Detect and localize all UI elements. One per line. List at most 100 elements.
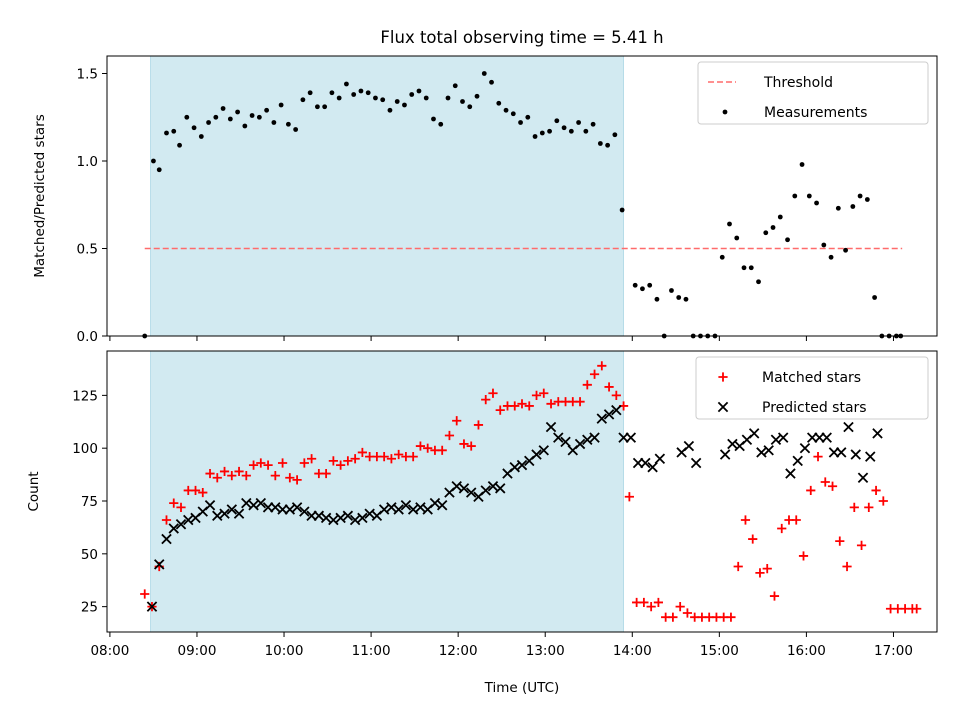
- legend-box: [697, 61, 929, 125]
- legend-label: Predicted stars: [762, 400, 867, 416]
- matched-star-point: [546, 399, 556, 409]
- measurement-point: [235, 109, 240, 115]
- matched-star-point: [531, 390, 542, 400]
- matched-star-point: [653, 597, 663, 608]
- measurement-point: [164, 130, 169, 136]
- predicted-star-point: [647, 461, 658, 473]
- matched-star-point: [379, 452, 389, 462]
- predicted-star-point: [299, 506, 310, 517]
- predicted-star-point: [756, 447, 767, 458]
- axes-frame: [106, 55, 938, 337]
- measurement-point: [799, 162, 805, 167]
- matched-star-point: [437, 445, 447, 455]
- measurement-point: [220, 106, 226, 111]
- matched-star-point: [539, 388, 549, 398]
- x-tick-label: 15:00: [700, 643, 739, 659]
- legend-swatch: [717, 401, 729, 413]
- predicted-star-point: [451, 480, 462, 492]
- matched-star-point: [176, 502, 186, 512]
- predicted-star-point: [161, 533, 172, 545]
- predicted-star-point: [821, 432, 832, 443]
- measurement-point: [206, 120, 211, 125]
- measurement-point: [632, 282, 638, 288]
- predicted-star-point: [799, 442, 811, 454]
- measurement-point: [171, 128, 177, 134]
- measurement-point: [741, 265, 747, 271]
- predicted-star-point: [328, 514, 339, 526]
- measurement-point: [857, 193, 863, 199]
- count-panel: 25 50 75 100 125 Count Matched stars Predicted …: [26, 350, 938, 637]
- matched-star-point: [798, 551, 809, 561]
- measurement-point: [850, 204, 856, 209]
- predicted-star-point: [248, 499, 259, 511]
- measurement-point: [821, 242, 827, 248]
- predicted-star-point: [560, 436, 571, 448]
- x-tick-label: 09:00: [178, 643, 217, 659]
- measurement-point: [322, 104, 328, 110]
- predicted-star-point: [538, 445, 550, 456]
- measurement-point: [864, 197, 870, 202]
- measurement-point: [518, 120, 523, 125]
- measurement-point: [489, 79, 494, 85]
- observing-window: [150, 55, 624, 337]
- measurement-point: [460, 99, 465, 104]
- matched-star-point: [524, 401, 534, 411]
- measurement-point: [344, 81, 349, 87]
- measurement-point: [184, 114, 190, 120]
- y-axis-label: Count: [26, 471, 42, 511]
- matched-star-point: [827, 481, 838, 491]
- predicted-star-point: [596, 413, 608, 424]
- predicted-star-point: [865, 451, 876, 462]
- measurement-point: [191, 125, 197, 131]
- matched-star-point: [611, 390, 621, 400]
- predicted-star-point: [335, 512, 346, 524]
- measurement-point: [474, 93, 480, 99]
- predicted-star-point: [494, 483, 506, 494]
- measurement-point: [597, 141, 603, 146]
- measurement-point: [547, 128, 552, 134]
- measurement-point: [532, 134, 538, 139]
- measurement-point: [264, 107, 270, 113]
- matched-star-point: [813, 452, 823, 462]
- measurement-point: [329, 90, 335, 96]
- measurement-point: [467, 104, 473, 110]
- predicted-star-point: [465, 487, 477, 498]
- measurement-point: [763, 230, 769, 236]
- predicted-star-point: [320, 512, 332, 524]
- measurement-point: [835, 205, 841, 211]
- predicted-star-point: [857, 472, 869, 484]
- matched-star-point: [675, 602, 685, 612]
- x-tick-label: 11:00: [352, 643, 391, 659]
- matched-star-point: [871, 485, 881, 496]
- x-tick-label: 10:00: [265, 643, 304, 659]
- measurement-point: [452, 83, 458, 89]
- y-tick-label: 100: [72, 441, 98, 457]
- measurement-point: [242, 123, 248, 129]
- predicted-star-point: [241, 497, 252, 509]
- matched-star-point: [769, 591, 780, 601]
- matched-star-point: [350, 454, 360, 464]
- ratio-panel: 0.0 0.5 1.0 1.5 Matched/Predicted stars Thres…: [32, 55, 938, 345]
- matched-star-point: [748, 534, 758, 544]
- predicted-star-point: [154, 559, 165, 570]
- matched-star-point: [336, 460, 346, 470]
- predicted-star-point: [393, 504, 404, 515]
- measurement-point: [770, 225, 776, 230]
- matched-star-point: [234, 466, 244, 477]
- predicted-star-point: [625, 432, 637, 443]
- predicted-star-point: [574, 438, 586, 450]
- predicted-star-point: [255, 497, 267, 509]
- measurement-point: [669, 288, 674, 293]
- measurement-point: [380, 97, 386, 103]
- measurement-point: [872, 295, 878, 300]
- measurement-point: [612, 132, 618, 138]
- measurement-point: [481, 71, 487, 76]
- y-tick-label: 0.0: [77, 329, 98, 345]
- measurement-point: [256, 114, 262, 120]
- predicted-star-point: [415, 502, 426, 513]
- measurement-point: [748, 265, 754, 271]
- measurement-point: [387, 107, 393, 113]
- matched-star-point: [495, 405, 505, 415]
- measurement-point: [640, 286, 645, 292]
- matched-star-point: [597, 361, 607, 371]
